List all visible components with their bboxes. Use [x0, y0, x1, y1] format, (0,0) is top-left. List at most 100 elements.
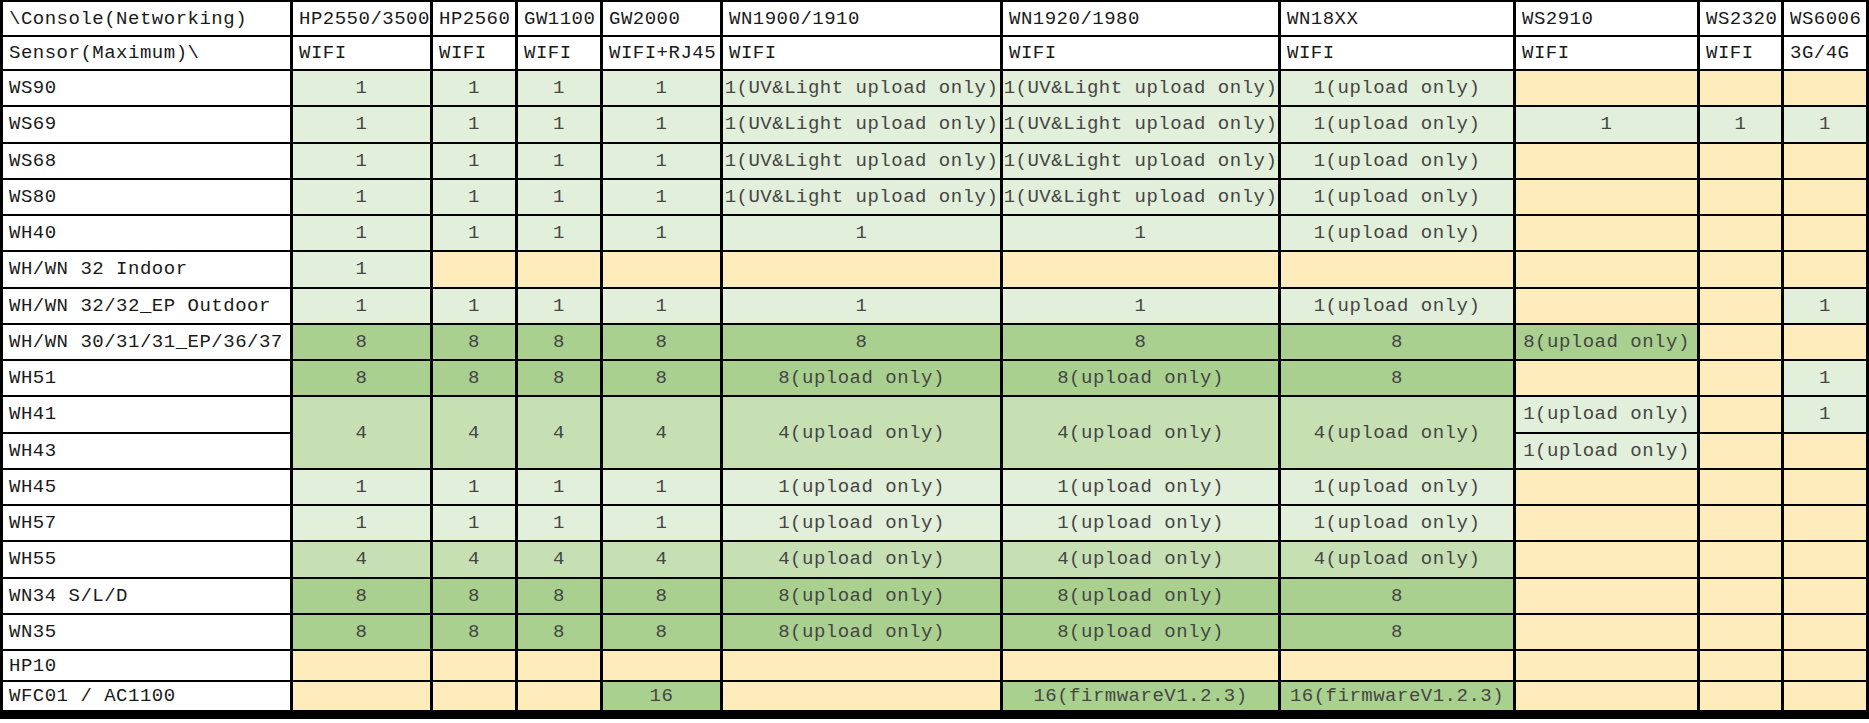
- cell-wh-wn-30-31-31-ep-36-37-wn18xx[interactable]: 8: [1280, 324, 1515, 360]
- row-header-ws68[interactable]: WS68: [2, 143, 292, 179]
- cell-wfc01-ac1100-ws2910[interactable]: [1515, 681, 1699, 711]
- cell-ws69-wn1920-1980[interactable]: 1(UV&Light upload only): [1002, 106, 1280, 142]
- cell-wh-wn-30-31-31-ep-36-37-gw2000[interactable]: 8: [602, 324, 722, 360]
- cell-hp10-gw2000[interactable]: [602, 650, 722, 681]
- row-header-wh51[interactable]: WH51: [2, 360, 292, 396]
- column-header-ws2910[interactable]: WS2910: [1515, 1, 1699, 36]
- cell-hp10-wn1920-1980[interactable]: [1002, 650, 1280, 681]
- cell-wh-wn-32-32-ep-outdoor-hp2560[interactable]: 1: [432, 288, 517, 324]
- cell-wh-wn-32-indoor-wn1920-1980[interactable]: [1002, 251, 1280, 287]
- row-header-wh57[interactable]: WH57: [2, 505, 292, 541]
- network-header-ws2320[interactable]: WIFI: [1699, 36, 1783, 70]
- cell-wh55-wn1920-1980[interactable]: 4(upload only): [1002, 541, 1280, 577]
- cell-ws80-gw2000[interactable]: 1: [602, 179, 722, 215]
- cell-ws69-ws2910[interactable]: 1: [1515, 106, 1699, 142]
- row-header-wn35[interactable]: WN35: [2, 614, 292, 650]
- cell-hp10-wn1900-1910[interactable]: [722, 650, 1002, 681]
- cell-wfc01-ac1100-gw2000[interactable]: 16: [602, 681, 722, 711]
- cell-wh51-ws6006[interactable]: 1: [1783, 360, 1868, 396]
- cell-hp10-ws6006[interactable]: [1783, 650, 1868, 681]
- cell-ws90-wn1920-1980[interactable]: 1(UV&Light upload only): [1002, 70, 1280, 106]
- cell-wn35-hp2550-3500[interactable]: 8: [292, 614, 432, 650]
- cell-ws90-gw2000[interactable]: 1: [602, 70, 722, 106]
- cell-wn35-gw1100[interactable]: 8: [517, 614, 602, 650]
- cell-wh-wn-32-indoor-gw1100[interactable]: [517, 251, 602, 287]
- cell-ws80-gw1100[interactable]: 1: [517, 179, 602, 215]
- cell-ws68-gw2000[interactable]: 1: [602, 143, 722, 179]
- cell-ws68-wn18xx[interactable]: 1(upload only): [1280, 143, 1515, 179]
- cell-wh43-ws2320[interactable]: [1699, 433, 1783, 469]
- cell-wn34-s-l-d-ws2320[interactable]: [1699, 578, 1783, 614]
- cell-wn34-s-l-d-wn1920-1980[interactable]: 8(upload only): [1002, 578, 1280, 614]
- cell-wfc01-ac1100-ws6006[interactable]: [1783, 681, 1868, 711]
- cell-wn34-s-l-d-hp2560[interactable]: 8: [432, 578, 517, 614]
- cell-ws68-gw1100[interactable]: 1: [517, 143, 602, 179]
- cell-ws69-hp2550-3500[interactable]: 1: [292, 106, 432, 142]
- cell-ws80-ws2320[interactable]: [1699, 179, 1783, 215]
- row-header-wh-wn-30-31-31-ep-36-37[interactable]: WH/WN 30/31/31_EP/36/37: [2, 324, 292, 360]
- cell-wh51-gw2000[interactable]: 8: [602, 360, 722, 396]
- cell-ws80-ws2910[interactable]: [1515, 179, 1699, 215]
- cell-wh57-ws6006[interactable]: [1783, 505, 1868, 541]
- cell-ws69-ws6006[interactable]: 1: [1783, 106, 1868, 142]
- column-header-ws2320[interactable]: WS2320: [1699, 1, 1783, 36]
- cell-wh57-gw2000[interactable]: 1: [602, 505, 722, 541]
- cell-wh55-ws2910[interactable]: [1515, 541, 1699, 577]
- cell-hp10-hp2550-3500[interactable]: [292, 650, 432, 681]
- cell-wh57-ws2910[interactable]: [1515, 505, 1699, 541]
- cell-ws90-hp2560[interactable]: 1: [432, 70, 517, 106]
- cell-hp10-hp2560[interactable]: [432, 650, 517, 681]
- network-header-hp2560[interactable]: WIFI: [432, 36, 517, 70]
- cell-ws68-ws2910[interactable]: [1515, 143, 1699, 179]
- row-header-wh-wn-32-indoor[interactable]: WH/WN 32 Indoor: [2, 251, 292, 287]
- cell-wh45-hp2550-3500[interactable]: 1: [292, 469, 432, 505]
- cell-wh57-hp2560[interactable]: 1: [432, 505, 517, 541]
- network-header-hp2550-3500[interactable]: WIFI: [292, 36, 432, 70]
- cell-wh55-hp2560[interactable]: 4: [432, 541, 517, 577]
- cell-ws90-ws2910[interactable]: [1515, 70, 1699, 106]
- row-header-wh45[interactable]: WH45: [2, 469, 292, 505]
- cell-wh41-gw1100[interactable]: 4: [517, 396, 602, 469]
- cell-wn35-hp2560[interactable]: 8: [432, 614, 517, 650]
- column-header-ws6006[interactable]: WS6006: [1783, 1, 1868, 36]
- cell-wh57-hp2550-3500[interactable]: 1: [292, 505, 432, 541]
- cell-wn34-s-l-d-hp2550-3500[interactable]: 8: [292, 578, 432, 614]
- cell-wh51-hp2560[interactable]: 8: [432, 360, 517, 396]
- cell-wn34-s-l-d-wn18xx[interactable]: 8: [1280, 578, 1515, 614]
- cell-wh45-gw1100[interactable]: 1: [517, 469, 602, 505]
- cell-wh57-ws2320[interactable]: [1699, 505, 1783, 541]
- cell-wh45-wn18xx[interactable]: 1(upload only): [1280, 469, 1515, 505]
- cell-ws68-hp2560[interactable]: 1: [432, 143, 517, 179]
- network-header-gw2000[interactable]: WIFI+RJ45: [602, 36, 722, 70]
- cell-wh40-ws2910[interactable]: [1515, 215, 1699, 251]
- cell-wn34-s-l-d-ws2910[interactable]: [1515, 578, 1699, 614]
- cell-wh41-ws6006[interactable]: 1: [1783, 396, 1868, 432]
- cell-ws90-ws2320[interactable]: [1699, 70, 1783, 106]
- cell-wh-wn-32-32-ep-outdoor-ws2320[interactable]: [1699, 288, 1783, 324]
- cell-wh57-wn1900-1910[interactable]: 1(upload only): [722, 505, 1002, 541]
- cell-wh-wn-32-32-ep-outdoor-wn1920-1980[interactable]: 1: [1002, 288, 1280, 324]
- cell-wh40-wn1900-1910[interactable]: 1: [722, 215, 1002, 251]
- cell-ws90-hp2550-3500[interactable]: 1: [292, 70, 432, 106]
- row-header-wh-wn-32-32-ep-outdoor[interactable]: WH/WN 32/32_EP Outdoor: [2, 288, 292, 324]
- cell-wh-wn-30-31-31-ep-36-37-ws2320[interactable]: [1699, 324, 1783, 360]
- cell-wh55-ws6006[interactable]: [1783, 541, 1868, 577]
- cell-wh-wn-32-32-ep-outdoor-wn18xx[interactable]: 1(upload only): [1280, 288, 1515, 324]
- cell-wn35-ws2910[interactable]: [1515, 614, 1699, 650]
- cell-ws90-wn18xx[interactable]: 1(upload only): [1280, 70, 1515, 106]
- cell-wh41-wn18xx[interactable]: 4(upload only): [1280, 396, 1515, 469]
- cell-ws69-gw1100[interactable]: 1: [517, 106, 602, 142]
- cell-wh57-wn18xx[interactable]: 1(upload only): [1280, 505, 1515, 541]
- cell-wn35-wn1920-1980[interactable]: 8(upload only): [1002, 614, 1280, 650]
- cell-wn35-wn18xx[interactable]: 8: [1280, 614, 1515, 650]
- cell-wh-wn-32-indoor-hp2550-3500[interactable]: 1: [292, 251, 432, 287]
- cell-ws68-ws6006[interactable]: [1783, 143, 1868, 179]
- column-header-gw1100[interactable]: GW1100: [517, 1, 602, 36]
- cell-wh55-wn1900-1910[interactable]: 4(upload only): [722, 541, 1002, 577]
- cell-wfc01-ac1100-wn1920-1980[interactable]: 16(firmwareV1.2.3): [1002, 681, 1280, 711]
- cell-wh41-hp2550-3500[interactable]: 4: [292, 396, 432, 469]
- cell-ws80-ws6006[interactable]: [1783, 179, 1868, 215]
- cell-wh-wn-32-indoor-ws2320[interactable]: [1699, 251, 1783, 287]
- cell-ws68-wn1900-1910[interactable]: 1(UV&Light upload only): [722, 143, 1002, 179]
- corner-console-networking[interactable]: \Console(Networking): [2, 1, 292, 36]
